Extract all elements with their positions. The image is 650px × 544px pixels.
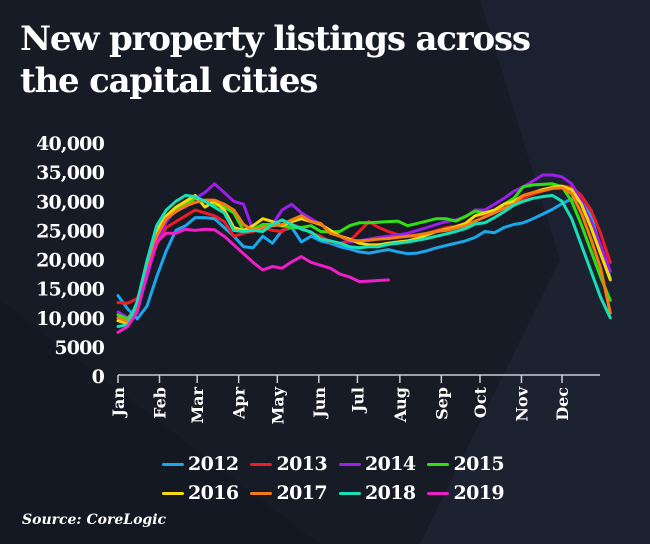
legend-item-2019: 2019 [427, 482, 505, 504]
y-tick-label: 35,000 [36, 162, 104, 184]
x-tick-label: Nov [512, 386, 531, 421]
legend-item-2012: 2012 [162, 453, 239, 475]
legend-swatch [250, 491, 273, 495]
x-tick-label: Sep [432, 387, 451, 420]
x-tick-label: Feb [150, 387, 169, 419]
legend-swatch [338, 462, 361, 466]
y-tick-label: 0 [92, 366, 105, 388]
background-facet-top [480, 0, 650, 260]
legend-label: 2016 [188, 482, 239, 504]
series-line-2012 [116, 197, 612, 321]
legend-item-2013: 2013 [250, 453, 328, 475]
legend-label: 2017 [276, 482, 327, 504]
x-tick-label: Oct [471, 386, 490, 418]
chart-title: New property listings across the capital… [20, 19, 531, 101]
legend-item-2014: 2014 [338, 453, 416, 475]
y-axis-tick-labels: 0 5000 10,000 15,000 20,000 25,000 30,000 35,00… [36, 133, 105, 388]
x-tick-label: Dec [553, 387, 572, 421]
legend-swatch [162, 462, 184, 466]
y-tick-label: 40,000 [36, 133, 104, 155]
y-tick-label: 20,000 [36, 250, 104, 272]
y-tick-label: 10,000 [36, 308, 104, 330]
x-axis: Jan Feb Mar Apr May Jun Jul Aug Sep Oct Nov Dec [109, 374, 600, 424]
legend-label: 2015 [453, 453, 504, 475]
x-tick-label: Jun [310, 387, 329, 420]
series-line-2013 [116, 184, 612, 305]
legend-item-2018: 2018 [338, 482, 416, 504]
legend-swatch [162, 491, 184, 495]
y-tick-label: 25,000 [36, 220, 104, 242]
legend-item-2017: 2017 [250, 482, 328, 504]
legend-swatch [427, 491, 450, 495]
series-line-2019 [116, 227, 390, 334]
series-line-2018 [116, 193, 612, 328]
y-tick-label: 5000 [54, 337, 104, 359]
legend: 2012 2013 2014 2015 2016 2017 2018 2019 [162, 453, 505, 504]
legend-item-2016: 2016 [162, 482, 239, 504]
legend-item-2015: 2015 [427, 453, 505, 475]
legend-label: 2013 [276, 453, 327, 475]
source-note: Source: CoreLogic [22, 512, 167, 528]
x-tick-label: Mar [188, 386, 207, 423]
background-facet-bottom-left [0, 300, 320, 544]
legend-label: 2019 [453, 482, 504, 504]
legend-swatch [427, 462, 450, 466]
y-tick-label: 30,000 [36, 191, 104, 213]
legend-swatch [250, 462, 273, 466]
legend-label: 2014 [364, 453, 416, 475]
x-tick-label: Jul [348, 387, 367, 414]
y-tick-label: 15,000 [36, 279, 104, 301]
x-tick-label: Jan [109, 387, 128, 419]
legend-swatch [338, 491, 361, 495]
x-tick-label: Apr [230, 386, 249, 420]
series-lines [116, 173, 612, 334]
series-line-2017 [116, 186, 612, 324]
x-tick-label: Aug [391, 387, 410, 423]
legend-label: 2018 [364, 482, 416, 504]
legend-label: 2012 [188, 453, 239, 475]
x-tick-label: May [268, 386, 287, 424]
series-line-2016 [116, 184, 612, 326]
